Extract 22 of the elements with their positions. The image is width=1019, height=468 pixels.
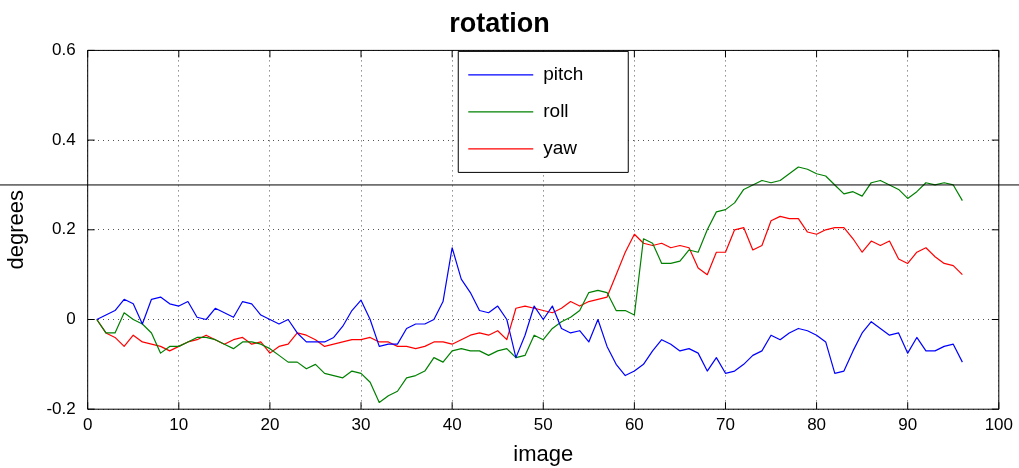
x-tick-label: 50 [533, 415, 553, 435]
x-tick-label: 0 [82, 415, 93, 435]
x-tick-label: 60 [624, 415, 644, 435]
y-tick-label: 0.2 [52, 219, 76, 239]
y-tick-label: 0.4 [52, 129, 76, 149]
legend-label: yaw [543, 137, 578, 159]
y-tick-label: 0 [66, 309, 76, 329]
legend-label: pitch [543, 63, 584, 85]
x-tick-label: 20 [260, 415, 280, 435]
y-axis-title: degrees [3, 190, 29, 270]
x-tick-label: 30 [351, 415, 371, 435]
x-tick-label: 100 [984, 415, 1014, 435]
x-tick-label: 10 [169, 415, 189, 435]
x-tick-label: 70 [716, 415, 735, 435]
x-tick-label: 90 [898, 415, 918, 435]
y-tick-label: 0.6 [52, 40, 76, 60]
chart-title: rotation [449, 7, 550, 38]
x-axis-title: image [513, 440, 574, 466]
x-tick-label: 80 [807, 415, 827, 435]
legend-label: roll [543, 100, 569, 122]
x-tick-label: 40 [442, 415, 462, 435]
y-tick-label: -0.2 [46, 398, 76, 418]
